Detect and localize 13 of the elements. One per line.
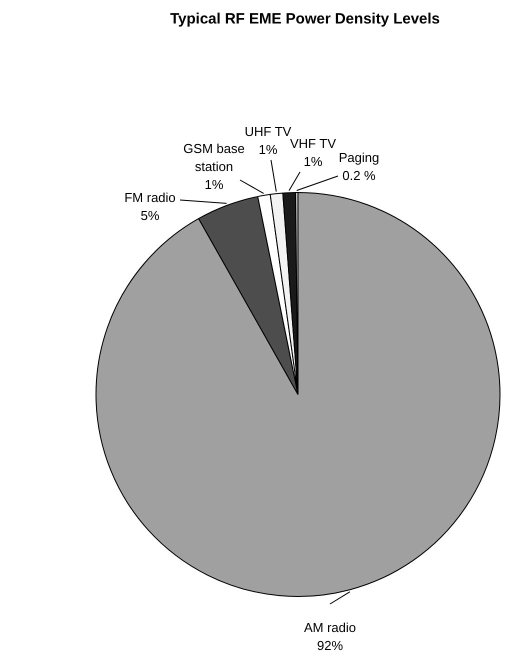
data-label: 1% xyxy=(304,154,323,170)
data-label: 5% xyxy=(140,208,160,224)
slice-label: UHF TV xyxy=(244,124,292,140)
data-label: 92% xyxy=(316,638,344,654)
slice-label: Paging xyxy=(338,150,380,166)
slice-label: FM radio xyxy=(124,190,176,206)
data-label: 1% xyxy=(204,177,224,192)
slice-label: AM radio xyxy=(304,620,356,636)
data-label: 0.2 % xyxy=(342,168,376,184)
slice-label: VHF TV xyxy=(290,136,336,152)
slice-label: GSM base station xyxy=(183,141,245,174)
chart-title: Typical RF EME Power Density Levels xyxy=(170,10,440,28)
data-label: 1% xyxy=(258,142,278,158)
